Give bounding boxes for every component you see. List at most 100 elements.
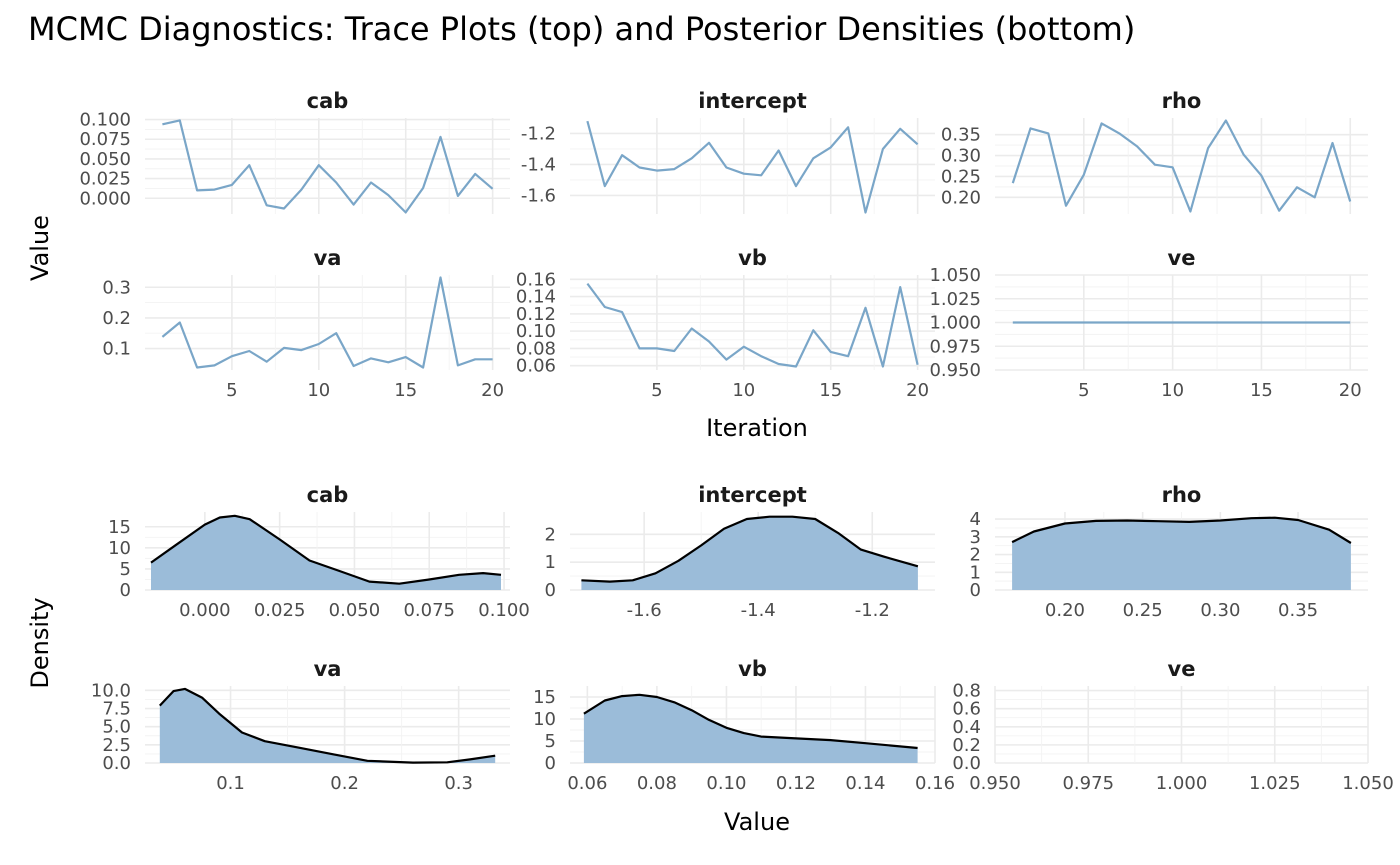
y-tick-label: 0.10 [516, 321, 556, 342]
x-tick-label: 10 [307, 380, 330, 401]
y-tick-label: 10 [108, 538, 131, 559]
panel-title-vb: vb [738, 246, 767, 270]
trace-line-va [161, 276, 493, 369]
y-tick-label: -1.6 [521, 185, 556, 206]
x-tick-label: 0.075 [403, 600, 455, 621]
x-tick-label: 20 [1339, 380, 1362, 401]
x-tick-label: 0.35 [1278, 600, 1318, 621]
density-panel-ve: ve 0.00.20.40.60.8 0.950 0.975 1.000 1.025 1.0… [952, 657, 1393, 794]
x-tick-label: 1.025 [1249, 773, 1301, 794]
y-tick-label: 0.06 [516, 356, 556, 377]
y-tick-label: 5 [545, 731, 556, 752]
x-tick-label: 0.14 [845, 773, 885, 794]
density-area-cab [151, 515, 501, 590]
trace-panel-va: va 0.1 0.2 0.3 5 10 15 20 [102, 246, 510, 401]
x-tick-label: -1.4 [741, 600, 776, 621]
y-tick-label: 0.975 [929, 336, 981, 357]
trace-line-intercept [586, 120, 919, 214]
y-tick-label: 0.075 [79, 129, 131, 150]
panel-title-cab: cab [307, 483, 349, 507]
panel-title-va: va [314, 246, 342, 270]
x-tick-label: 15 [1250, 380, 1273, 401]
y-tick-label: 7.5 [102, 699, 131, 720]
x-tick-label: 20 [906, 380, 929, 401]
panel-title-rho: rho [1162, 89, 1202, 113]
y-tick-label: 10.0 [91, 680, 131, 701]
density-area-va [159, 688, 496, 763]
y-tick-label: 0 [545, 580, 556, 601]
figure-title: MCMC Diagnostics: Trace Plots (top) and … [28, 10, 1135, 48]
y-tick-label: 1.025 [929, 289, 981, 310]
x-tick-label: 0.20 [1045, 600, 1085, 621]
x-tick-label: 0.975 [1062, 773, 1114, 794]
panel-title-intercept: intercept [698, 483, 807, 507]
y-tick-label: 0.2 [952, 735, 981, 756]
y-tick-label: 0.16 [516, 269, 556, 290]
y-tick-label: 0.30 [941, 146, 981, 167]
x-tick-label: -1.6 [627, 600, 662, 621]
y-tick-label: -1.4 [521, 154, 556, 175]
density-panel-intercept: intercept 0 1 2 -1.6 -1.4 -1.2 [545, 483, 935, 621]
y-tick-label: 0.2 [102, 308, 131, 329]
y-tick-label: 3 [970, 527, 981, 548]
density-curve-cab [150, 514, 502, 585]
x-tick-label: 0.100 [478, 600, 530, 621]
x-tick-label: -1.2 [855, 600, 890, 621]
x-tick-label: 5 [1078, 380, 1089, 401]
y-tick-label: 15 [108, 517, 131, 538]
y-tick-label: 0 [120, 580, 131, 601]
y-tick-label: 15 [533, 687, 556, 708]
y-tick-label: 0.100 [79, 110, 131, 131]
trace-panel-intercept: intercept -1.6 -1.4 -1.2 [521, 89, 935, 214]
y-tick-label: -1.2 [521, 123, 556, 144]
x-tick-label: 10 [1161, 380, 1184, 401]
y-tick-label: 0.0 [102, 753, 131, 774]
y-tick-label: 4 [970, 509, 981, 530]
y-tick-label: 10 [533, 709, 556, 730]
y-tick-label: 0.08 [516, 338, 556, 359]
x-tick-label: 0.06 [567, 773, 607, 794]
y-tick-label: 1.050 [929, 265, 981, 286]
panel-title-ve: ve [1168, 246, 1196, 270]
x-tick-label: 1.050 [1342, 773, 1394, 794]
trace-line-cab [162, 119, 494, 214]
y-tick-label: 2 [545, 524, 556, 545]
y-tick-label: 1.000 [929, 313, 981, 334]
y-tick-label: 0.3 [102, 277, 131, 298]
y-tick-label: 5 [120, 559, 131, 580]
x-tick-label: 0.050 [329, 600, 381, 621]
x-tick-label: 0.3 [444, 773, 473, 794]
x-tick-label: 0.10 [706, 773, 746, 794]
y-tick-label: 5.0 [102, 717, 131, 738]
panel-title-ve: ve [1168, 657, 1196, 681]
y-tick-label: 0.950 [929, 360, 981, 381]
x-tick-label: 0.1 [216, 773, 245, 794]
y-tick-label: 0 [970, 580, 981, 601]
trace-line-vb [586, 282, 919, 368]
x-tick-label: 0.16 [915, 773, 955, 794]
y-tick-label: 0.25 [941, 166, 981, 187]
trace-panel-vb: vb 0.060.080.100.120.140.16 5 10 15 20 [516, 246, 935, 401]
x-tick-label: 10 [732, 380, 755, 401]
x-tick-label: 15 [819, 380, 842, 401]
y-tick-label: 1 [970, 562, 981, 583]
trace-x-axis-label: Iteration [706, 414, 808, 442]
density-curve-va [159, 687, 496, 764]
y-tick-label: 0.4 [952, 717, 981, 738]
density-curve-intercept [581, 515, 919, 583]
y-tick-label: 2 [970, 545, 981, 566]
x-tick-label: 1.000 [1156, 773, 1208, 794]
density-area-intercept [581, 516, 918, 590]
y-tick-label: 0 [545, 753, 556, 774]
y-tick-label: 1 [545, 552, 556, 573]
x-tick-label: 0.950 [969, 773, 1021, 794]
y-tick-label: 0.20 [941, 187, 981, 208]
x-tick-label: 20 [481, 380, 504, 401]
